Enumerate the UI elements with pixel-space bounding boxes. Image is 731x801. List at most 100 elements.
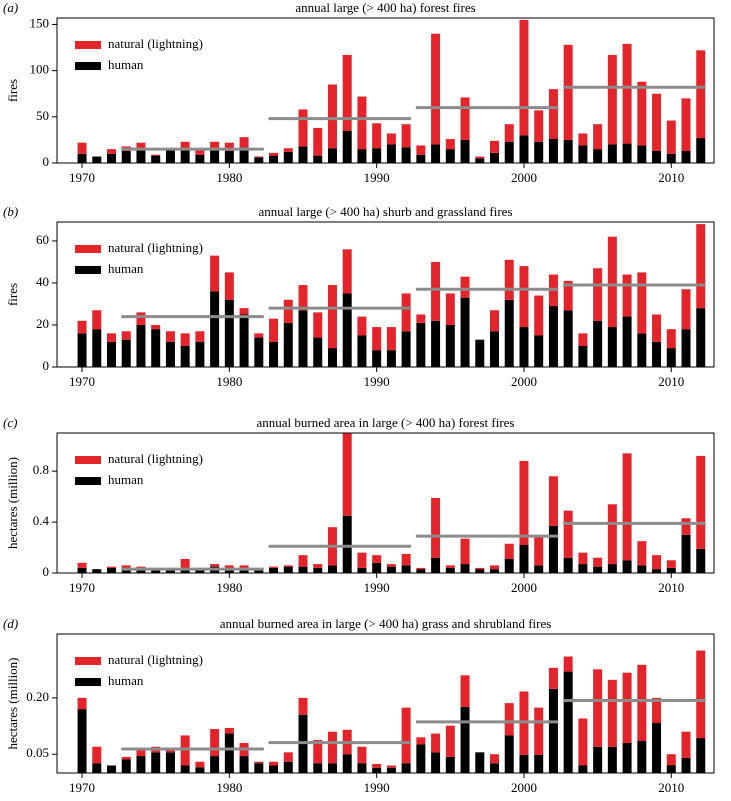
bar-segment: [283, 566, 293, 573]
bar-segment: [548, 306, 558, 367]
bar-segment: [210, 729, 220, 757]
bar-segment: [637, 565, 647, 573]
bar-segment: [77, 567, 87, 573]
bar-segment: [622, 453, 632, 561]
bar-segment: [165, 752, 175, 773]
bar-segment: [548, 89, 558, 139]
bar-segment: [386, 765, 396, 768]
bar-segment: [637, 81, 647, 146]
bar-segment: [696, 138, 706, 163]
bar-segment: [107, 765, 117, 773]
x-tick-label: 1980: [216, 780, 242, 795]
bar-segment: [578, 345, 588, 367]
bar-segment: [460, 564, 470, 573]
bar-segment: [475, 567, 485, 570]
bar-segment: [622, 143, 632, 163]
bar-segment: [475, 752, 485, 773]
bar-segment: [652, 569, 662, 573]
bar-segment: [401, 331, 411, 367]
bar-segment: [637, 333, 647, 367]
bar-segment: [121, 339, 131, 367]
legend-label: natural (lightning): [108, 240, 203, 255]
bar-segment: [681, 757, 691, 773]
bar-segment: [548, 667, 558, 689]
bar-segment: [180, 333, 190, 346]
bar-segment: [298, 109, 308, 147]
bar-segment: [77, 142, 87, 154]
bar-segment: [165, 570, 175, 573]
x-tick-label: 1980: [216, 374, 242, 389]
y-tick-label: 0.4: [33, 513, 50, 528]
bar-segment: [180, 569, 190, 573]
bar-segment: [92, 763, 102, 773]
y-tick-label: 100: [30, 62, 50, 77]
bar-segment: [445, 293, 455, 325]
bar-segment: [490, 763, 500, 773]
y-tick-label: 0.20: [26, 689, 49, 704]
bar-segment: [460, 139, 470, 163]
bar-segment: [254, 157, 264, 163]
bar-segment: [180, 559, 190, 570]
plot-frame: [56, 633, 715, 774]
bar-segment: [445, 138, 455, 150]
bar-segment: [578, 765, 588, 773]
bar-segment: [401, 293, 411, 332]
bar-segment: [298, 697, 308, 715]
bar-segment: [490, 310, 500, 332]
bar-segment: [563, 656, 573, 672]
bar-segment: [534, 754, 544, 773]
bar-segment: [239, 314, 249, 367]
bar-segment: [327, 148, 337, 163]
bar-segment: [269, 566, 279, 568]
legend-label: human: [108, 57, 144, 72]
bar-segment: [298, 566, 308, 573]
bar-segment: [386, 350, 396, 367]
bar-segment: [151, 324, 161, 330]
bar-segment: [165, 341, 175, 367]
bar-segment: [283, 752, 293, 762]
bar-segment: [563, 44, 573, 140]
bar-segment: [254, 333, 264, 338]
panel-label: (d): [3, 616, 18, 631]
bar-segment: [490, 140, 500, 153]
bar-segment: [401, 707, 411, 764]
bar-segment: [210, 150, 220, 163]
bar-segment: [607, 144, 617, 163]
bar-segment: [519, 754, 529, 773]
bar-segment: [593, 268, 603, 321]
bar-segment: [372, 148, 382, 163]
bar-segment: [593, 746, 603, 773]
bar-segment: [372, 350, 382, 367]
bar-segment: [357, 96, 367, 150]
bar-segment: [504, 735, 514, 773]
bar-segment: [151, 155, 161, 163]
bar-segment: [534, 537, 544, 566]
bar-segment: [475, 339, 485, 367]
bar-segment: [136, 756, 146, 773]
bar-segment: [431, 33, 441, 145]
bar-segment: [165, 150, 175, 163]
bar-segment: [210, 291, 220, 367]
bar-segment: [504, 543, 514, 559]
bar-segment: [607, 327, 617, 367]
bar-segment: [401, 124, 411, 148]
bar-segment: [696, 50, 706, 139]
chart-title: annual burned area in large (> 400 ha) g…: [220, 616, 552, 631]
bar-segment: [652, 314, 662, 342]
legend-label: human: [108, 261, 144, 276]
bar-segment: [607, 746, 617, 773]
bar-segment: [622, 316, 632, 367]
bar-segment: [342, 249, 352, 294]
bar-segment: [195, 149, 205, 155]
bar-segment: [431, 752, 441, 773]
bar-segment: [342, 515, 352, 573]
bar-segment: [490, 569, 500, 573]
bar-segment: [151, 154, 161, 156]
bar-segment: [342, 293, 352, 367]
bar-segment: [445, 756, 455, 773]
bar-segment: [254, 337, 264, 367]
y-axis-label: fires: [5, 283, 20, 306]
bar-segment: [313, 564, 323, 568]
bar-segment: [666, 153, 676, 163]
bar-segment: [696, 224, 706, 309]
